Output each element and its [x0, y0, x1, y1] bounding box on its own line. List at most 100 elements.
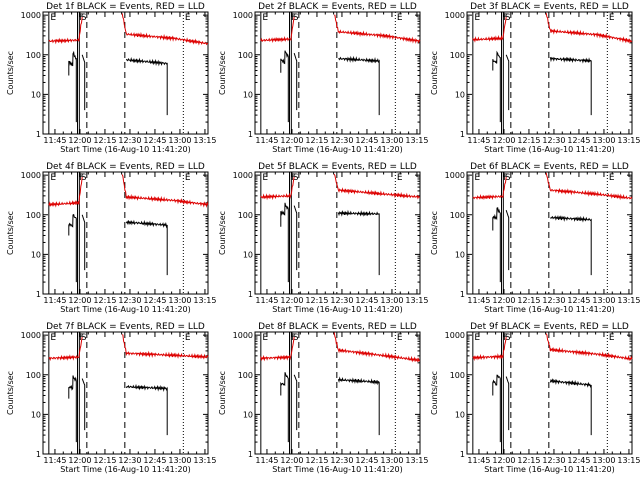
x-tick-label: 11:45 [43, 456, 66, 465]
event-marker-label: S [505, 333, 511, 343]
plot-frame [466, 331, 633, 455]
event-marker-label: E [609, 173, 615, 183]
y-tick-label: 1000 [233, 11, 253, 20]
series-lld-segment [472, 16, 507, 43]
y-tick-label: 10 [243, 90, 253, 99]
x-tick-label: 12:00 [280, 296, 303, 305]
plot-frame [254, 11, 421, 135]
series-events-segment [81, 54, 86, 111]
series-events-segment [505, 54, 510, 111]
x-tick-label: 11:45 [467, 456, 490, 465]
x-tick-label: 12:15 [93, 296, 116, 305]
y-axis-label: Counts/sec [430, 51, 439, 95]
event-marker-label: S [505, 13, 511, 23]
series-lld-segment [260, 336, 295, 362]
series-events-segment [293, 374, 298, 431]
series-events-segment [492, 207, 501, 283]
series-events-segment [81, 378, 86, 431]
event-marker-label: S [81, 333, 87, 343]
series-events-segment [550, 215, 592, 276]
x-tick-label: 13:15 [405, 456, 428, 465]
y-tick-label: 10 [31, 410, 41, 419]
x-tick-label: 13:00 [168, 456, 191, 465]
x-tick-label: 12:00 [68, 296, 91, 305]
y-tick-label: 1000 [21, 171, 41, 180]
x-tick-label: 12:45 [143, 456, 166, 465]
plot-frame [42, 331, 209, 455]
y-axis-label: Counts/sec [430, 211, 439, 255]
y-axis-label: Counts/sec [6, 211, 15, 255]
x-tick-label: 12:15 [305, 456, 328, 465]
x-tick-label: 12:15 [517, 136, 540, 145]
chart-title: Det 1f BLACK = Events, RED = LLD [46, 2, 205, 12]
chart-title: Det 8f BLACK = Events, RED = LLD [258, 322, 417, 332]
x-tick-label: 12:00 [68, 136, 91, 145]
y-tick-label: 1 [460, 290, 465, 299]
y-axis-label: Counts/sec [430, 371, 439, 415]
series-events-segment [293, 52, 298, 111]
x-tick-label: 12:00 [280, 136, 303, 145]
x-axis-label: Start Time (16-Aug-10 11:41:20) [272, 465, 403, 474]
series-lld-segment [48, 336, 83, 361]
y-tick-label: 100 [238, 211, 253, 220]
x-axis-label: Start Time (16-Aug-10 11:41:20) [60, 145, 191, 154]
series-lld-segment [545, 172, 633, 201]
y-tick-label: 1000 [21, 331, 41, 340]
y-tick-label: 1 [460, 130, 465, 139]
series-events-segment [549, 56, 592, 116]
y-tick-label: 100 [26, 51, 41, 60]
x-tick-label: 12:30 [330, 136, 353, 145]
x-axis-label: Start Time (16-Aug-10 11:41:20) [272, 305, 403, 314]
x-tick-label: 13:15 [193, 456, 216, 465]
x-tick-label: 12:45 [143, 136, 166, 145]
x-tick-label: 11:45 [43, 136, 66, 145]
y-tick-label: 100 [26, 371, 41, 380]
event-marker-label: E [397, 13, 403, 23]
series-events-segment [492, 374, 501, 443]
x-tick-label: 13:15 [193, 136, 216, 145]
series-events-segment [125, 56, 168, 116]
x-tick-label: 12:30 [118, 456, 141, 465]
x-axis-label: Start Time (16-Aug-10 11:41:20) [484, 465, 615, 474]
y-axis-label: Counts/sec [6, 51, 15, 95]
series-events-segment [68, 50, 77, 123]
y-tick-label: 10 [31, 250, 41, 259]
series-events-segment [505, 376, 510, 431]
event-marker-label: E [262, 13, 268, 23]
y-axis-label: Counts/sec [6, 371, 15, 415]
x-tick-label: 12:45 [355, 456, 378, 465]
x-tick-label: 12:30 [542, 456, 565, 465]
x-tick-label: 13:15 [617, 456, 640, 465]
x-tick-label: 12:00 [492, 456, 515, 465]
event-marker-label: E [185, 13, 191, 23]
x-tick-label: 11:45 [467, 296, 490, 305]
y-tick-label: 1000 [445, 171, 465, 180]
series-events-segment [338, 55, 380, 116]
series-lld-segment [333, 332, 421, 363]
series-events-segment [280, 372, 289, 443]
chart-title: Det 6f BLACK = Events, RED = LLD [470, 162, 629, 172]
chart-title: Det 2f BLACK = Events, RED = LLD [258, 2, 417, 12]
plot-frame [466, 171, 633, 295]
y-tick-label: 1000 [445, 11, 465, 20]
y-tick-label: 10 [455, 90, 465, 99]
y-tick-label: 1 [248, 130, 253, 139]
event-marker-label: E [262, 173, 268, 183]
x-tick-label: 12:45 [567, 296, 590, 305]
x-axis-label: Start Time (16-Aug-10 11:41:20) [60, 465, 191, 474]
series-lld-segment [260, 176, 295, 201]
x-tick-label: 12:45 [567, 136, 590, 145]
y-tick-label: 1000 [233, 331, 253, 340]
y-tick-label: 1 [36, 450, 41, 459]
event-marker-label: E [50, 173, 56, 183]
plot-frame [42, 171, 209, 295]
y-tick-label: 1000 [445, 331, 465, 340]
event-marker-label: S [81, 13, 87, 23]
chart-title: Det 4f BLACK = Events, RED = LLD [46, 162, 205, 172]
event-marker-label: S [293, 173, 299, 183]
